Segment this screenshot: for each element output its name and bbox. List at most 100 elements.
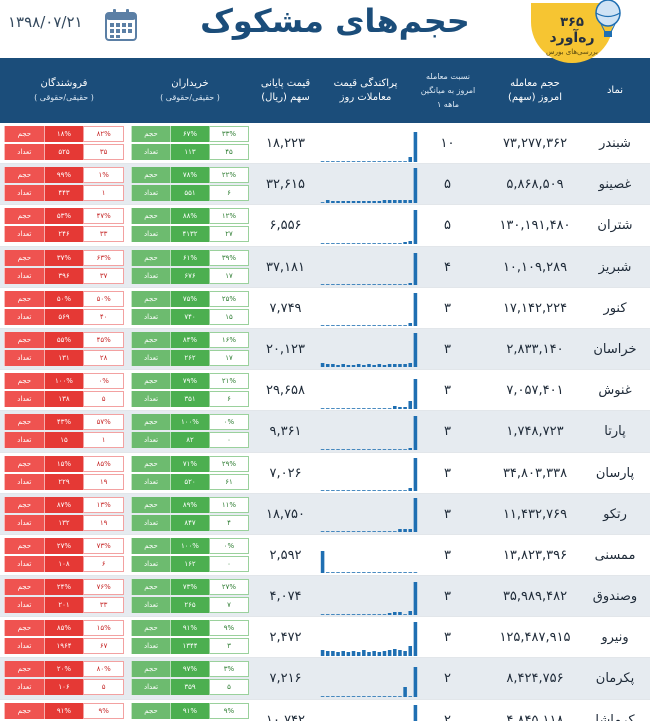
buy-vol-real: ۲۹% bbox=[209, 455, 249, 472]
spread-bar bbox=[393, 284, 397, 286]
sell-cnt-real: ۱ bbox=[83, 185, 124, 202]
table-row[interactable]: ونیرو ۱۲۵,۴۸۷,۹۱۵ ۳ ۲,۴۷۲ ۹% ۹۱% حجم ۳ ۱۳۴۴ تعداد… bbox=[0, 617, 650, 659]
symbol-cell[interactable]: شبندر bbox=[599, 136, 631, 151]
buy-count-line: ۰ ۱۶۲ تعداد bbox=[131, 555, 249, 572]
sell-breakdown: ۸۲% ۱۸% حجم ۳۵ ۵۲۵ تعداد bbox=[3, 126, 124, 160]
table-row[interactable]: رتکو ۱۱,۴۳۲,۷۶۹ ۳ ۱۸,۷۵۰ ۱۱% ۸۹% حجم ۴ ۸۴۷ تعداد ۱… bbox=[0, 493, 650, 535]
symbol-cell[interactable]: خراسان bbox=[593, 341, 637, 357]
sell-cnt-label: تعداد bbox=[3, 308, 44, 325]
symbol-cell[interactable]: ونیرو bbox=[601, 630, 629, 646]
spread-bar bbox=[382, 490, 387, 491]
volume-cell: ۱۲۵,۴۸۷,۹۱۵ bbox=[499, 630, 571, 646]
buy-breakdown: ۳% ۹۷% حجم ۵ ۳۵۹ تعداد bbox=[131, 661, 249, 696]
buy-breakdown: ۹%۹۱%حجم۳۶۹۵تعداد bbox=[131, 702, 249, 721]
buy-vol-legal: ۹۷% bbox=[170, 661, 209, 678]
buy-cnt-real: ۱۵ bbox=[209, 308, 249, 325]
col-buyers-sub: ( حقیقی/حقوقی ) bbox=[160, 92, 220, 102]
table-row[interactable]: غنوش ۷,۰۵۷,۴۰۱ ۳ ۲۹,۶۵۸ ۲۱% ۷۹% حجم ۶ ۳۵۱ تعداد ۰%… bbox=[0, 370, 650, 412]
sell-breakdown: ۷۳% ۲۷% حجم ۶ ۱۰۸ تعداد bbox=[3, 537, 124, 572]
volume-cell: ۱۳,۸۲۳,۳۹۶ bbox=[502, 547, 568, 563]
table-row[interactable]: ممسنی ۱۳,۸۲۳,۳۹۶ ۳ ۲,۵۹۲ ۰% ۱۰۰% حجم ۰ ۱۶۲ تعداد ۷… bbox=[0, 535, 650, 577]
symbol-cell[interactable]: پارتا bbox=[604, 424, 626, 440]
sell-vol-real: ۵۰% bbox=[83, 290, 124, 307]
buy-vol-real: ۲۲% bbox=[209, 167, 249, 184]
buy-count-line: ۶ ۵۵۱ تعداد bbox=[131, 185, 249, 202]
spread-bar bbox=[377, 613, 382, 615]
col-sellers-label: فروشندگان bbox=[40, 77, 88, 89]
table-row[interactable]: خراسان ۲,۸۳۳,۱۴۰ ۳ ۲۰,۱۲۳ ۱۶% ۸۴% حجم ۱۷ ۲۶۲ تعدا… bbox=[0, 328, 650, 371]
sell-breakdown: ۹%۹۱%حجم۳۴۴۰تعداد bbox=[3, 702, 124, 721]
spread-bar bbox=[325, 696, 330, 697]
col-price: قیمت پایانی سهم (ریال) bbox=[253, 58, 318, 123]
spread-bar bbox=[408, 572, 413, 574]
spread-bar bbox=[393, 611, 397, 615]
table-row[interactable]: پکرمان ۸,۴۲۴,۷۵۶ ۲ ۷,۲۱۶ ۳% ۹۷% حجم ۵ ۳۵۹ تعداد ۸۰… bbox=[0, 658, 650, 700]
ratio-cell: ۳ bbox=[444, 341, 451, 357]
sell-volume-line: ۱۵% ۸۵% حجم bbox=[3, 620, 124, 637]
symbol-cell[interactable]: رتکو bbox=[603, 506, 627, 522]
sell-vol-legal: ۵۳% bbox=[43, 208, 84, 225]
table-row[interactable]: کرماشا۴,۸۴۵,۱۱۸۲۱۰,۷۴۲۹%۹۱%حجم۳۶۹۵تعداد۹… bbox=[0, 700, 650, 721]
sell-volume-line: ۱۳% ۸۷% حجم bbox=[3, 496, 124, 513]
spread-bar bbox=[356, 651, 361, 656]
spread-bar bbox=[356, 160, 361, 162]
spread-bar bbox=[351, 243, 356, 244]
sell-cnt-real: ۴۰ bbox=[83, 308, 124, 325]
spread-bar bbox=[325, 284, 330, 286]
symbol-cell[interactable]: ممسنی bbox=[594, 547, 636, 563]
spread-bar bbox=[351, 407, 356, 409]
symbol-cell[interactable]: شتران bbox=[597, 218, 633, 234]
sell-vol-legal: ۸۵% bbox=[43, 620, 84, 637]
buy-cnt-legal: ۶۷۶ bbox=[170, 267, 209, 284]
symbol-cell[interactable]: پکرمان bbox=[595, 671, 635, 687]
symbol-cell[interactable]: غنوش bbox=[598, 383, 632, 399]
symbol-cell[interactable]: وصندوق bbox=[592, 589, 638, 605]
price-spread-cell bbox=[318, 617, 420, 658]
table-row[interactable]: کنور ۱۷,۱۴۲,۲۲۴ ۳ ۷,۷۴۹ ۲۵% ۷۵% حجم ۱۵ ۷۴۰ تعداد ۵… bbox=[0, 288, 650, 329]
sell-vol-real: ۵۷% bbox=[83, 414, 124, 431]
symbol-cell[interactable]: غصینو bbox=[598, 177, 632, 193]
symbol-cell[interactable]: کرماشا bbox=[595, 712, 635, 721]
spread-bar bbox=[341, 243, 345, 244]
buy-volume-line: ۳% ۹۷% حجم bbox=[131, 661, 249, 678]
table-row[interactable]: پارتا ۱,۷۴۸,۷۲۳ ۳ ۹,۳۶۱ ۰% ۱۰۰% حجم ۰ ۸۲ تعداد ۵۷%… bbox=[0, 411, 650, 453]
buy-vol-legal: ۸۹% bbox=[170, 496, 209, 513]
buy-volume-line: ۹% ۹۱% حجم bbox=[131, 702, 249, 719]
sell-vol-legal: ۹۱% bbox=[43, 702, 84, 719]
price-spread-cell bbox=[318, 494, 420, 535]
sell-volume-line: ۸۰% ۲۰% حجم bbox=[3, 661, 124, 678]
buy-vol-real: ۱۶% bbox=[209, 331, 249, 348]
spread-bar bbox=[341, 696, 345, 697]
symbol-cell[interactable]: کنور bbox=[603, 300, 627, 316]
spread-bar bbox=[351, 572, 356, 574]
table-row[interactable]: پارسان ۳۴,۸۰۳,۳۳۸ ۳ ۷,۰۲۶ ۲۹% ۷۱% حجم ۶۱ ۵۲۰ تعدا… bbox=[0, 453, 650, 494]
buy-vol-label: حجم bbox=[131, 579, 170, 596]
spread-bar bbox=[393, 449, 397, 450]
buy-vol-legal: ۶۷% bbox=[170, 126, 209, 142]
table-row[interactable]: شتران ۱۳۰,۱۹۱,۴۸۰ ۵ ۶,۵۵۶ ۱۲% ۸۸% حجم ۲۷ ۴۱۳۲ تعد… bbox=[0, 205, 650, 247]
sell-cnt-legal: ۱۰۸ bbox=[43, 555, 84, 572]
buy-cnt-label: تعداد bbox=[131, 267, 170, 284]
spread-bar bbox=[362, 284, 366, 286]
sell-cnt-real: ۱ bbox=[83, 432, 124, 449]
symbol-cell[interactable]: شبریز bbox=[598, 259, 632, 275]
table-row[interactable]: وصندوق ۳۵,۹۸۹,۴۸۲ ۳ ۴,۰۷۴ ۲۷% ۷۳% حجم ۷ ۲۶۵ تعداد… bbox=[0, 576, 650, 618]
buy-cnt-real: ۶ bbox=[209, 185, 249, 202]
table-row[interactable]: غصینو ۵,۸۶۸,۵۰۹ ۵ ۳۲,۶۱۵ ۲۲% ۷۸% حجم ۶ ۵۵۱ تعداد ۱… bbox=[0, 164, 650, 206]
buy-cnt-label: تعداد bbox=[131, 514, 170, 531]
spread-bar bbox=[377, 449, 382, 450]
spread-bar bbox=[398, 160, 402, 162]
sell-cnt-real: ۶ bbox=[83, 555, 124, 572]
sell-volume-line: ۵۷% ۴۳% حجم bbox=[3, 414, 124, 431]
spread-bar bbox=[346, 325, 351, 327]
spread-bar bbox=[398, 284, 402, 286]
table-row[interactable]: شبریز ۱۰,۱۰۹,۲۸۹ ۴ ۳۷,۱۸۱ ۳۹% ۶۱% حجم ۱۷ ۶۷۶ تعدا… bbox=[0, 246, 650, 288]
spread-bar bbox=[367, 490, 371, 491]
buy-vol-label: حجم bbox=[131, 290, 170, 307]
spread-bar bbox=[408, 156, 413, 162]
table-row[interactable]: شبندر ۷۳,۲۷۷,۳۶۲ ۱۰ ۱۸,۲۲۳ ۳۳% ۶۷% حجم ۴۵ ۱۱۳ تعد… bbox=[0, 123, 650, 165]
buy-volume-line: ۱۶% ۸۴% حجم bbox=[131, 331, 249, 348]
symbol-cell[interactable]: پارسان bbox=[595, 465, 635, 481]
price-spread-sparkline bbox=[320, 333, 418, 368]
spread-bar bbox=[336, 613, 340, 615]
